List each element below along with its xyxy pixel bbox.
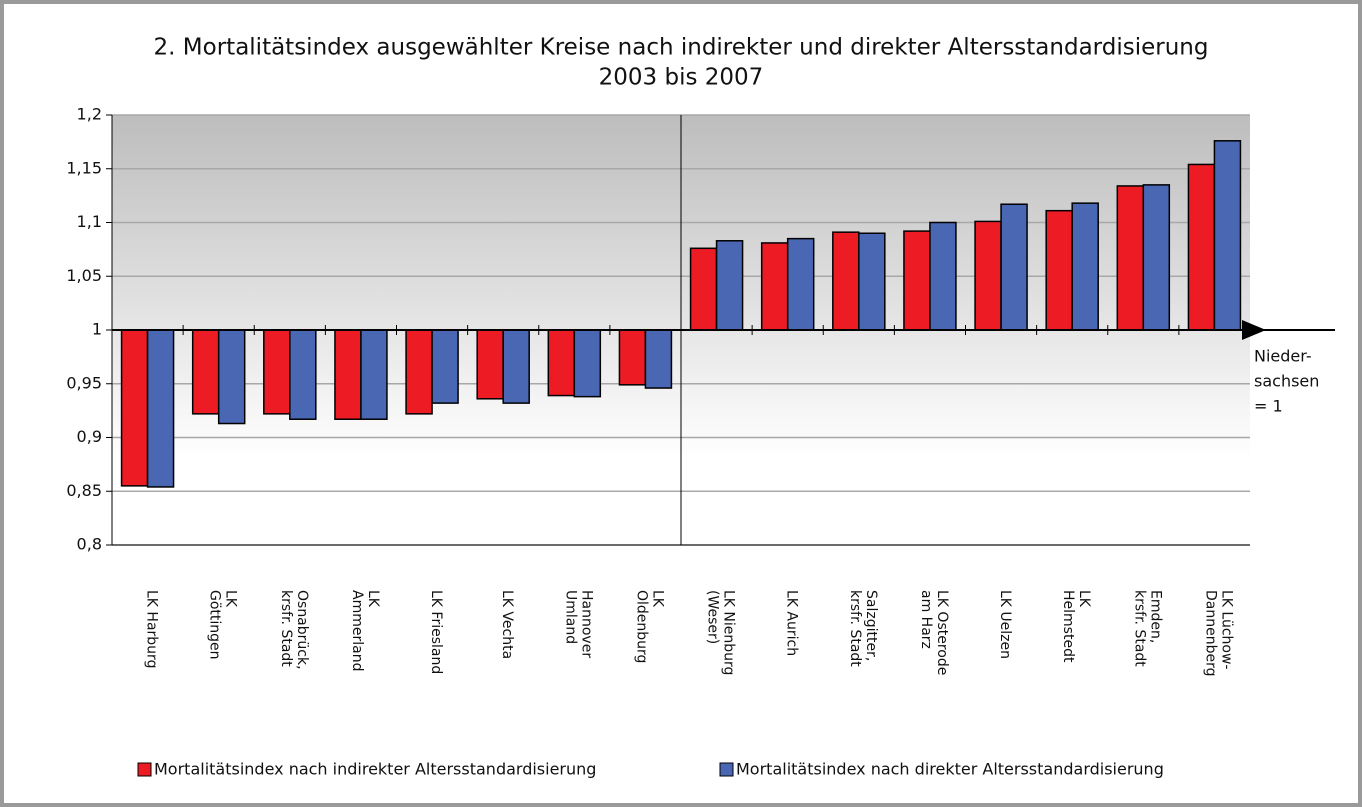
bar	[832, 231, 860, 331]
bar	[903, 230, 931, 331]
x-tick-label-line: Dannenberg	[1202, 590, 1218, 677]
x-tick-label: LK Osterodeam Harz	[918, 590, 950, 675]
bar	[1116, 185, 1145, 331]
x-tick-label-line: LK Osterode	[934, 590, 950, 675]
x-tick-label-line: LK Lüchow-	[1218, 590, 1234, 670]
y-tick-label: 1,1	[77, 212, 102, 231]
x-tick-label: Osnabrück,krsfr. Stadt	[278, 590, 310, 670]
bar	[644, 329, 673, 389]
chart-title: 2003 bis 2007	[599, 65, 764, 91]
bar	[360, 329, 388, 420]
x-tick-label: LKGöttingen	[207, 590, 239, 660]
bar	[1045, 209, 1073, 331]
annotation: Nieder-	[1254, 347, 1312, 366]
x-tick-label-line: LK Friesland	[428, 590, 444, 674]
x-tick-label-line: LK	[649, 590, 665, 608]
x-tick-label-line: LK Uelzen	[997, 590, 1013, 659]
x-tick-label-line: krsfr. Stadt	[278, 590, 294, 667]
y-tick-label: 1	[92, 320, 102, 339]
annotation: sachsen	[1254, 372, 1319, 391]
x-tick-label-line: (Weser)	[705, 590, 721, 644]
bar	[263, 329, 291, 415]
bar	[760, 242, 789, 331]
x-tick-label-line: Helmstedt	[1060, 590, 1076, 663]
bar	[618, 329, 647, 386]
x-tick-label: LKOldenburg	[633, 590, 665, 663]
bar	[715, 240, 744, 331]
x-tick-label-line: LK Harburg	[144, 590, 160, 668]
x-tick-label: LK Lüchow-Dannenberg	[1202, 590, 1234, 677]
bar	[786, 237, 815, 331]
x-tick-label-line: LK Aurich	[784, 590, 800, 656]
x-tick-label-line: Ammerland	[349, 590, 365, 671]
y-tick-label: 0,8	[77, 535, 102, 554]
x-tick-label: LKHelmstedt	[1060, 590, 1092, 663]
bar	[217, 329, 246, 425]
bar	[146, 329, 175, 488]
x-tick-label-line: LK	[223, 590, 239, 608]
bar	[476, 329, 504, 400]
bar	[1000, 203, 1028, 331]
legend-swatch	[137, 762, 152, 777]
annotation: = 1	[1254, 397, 1283, 416]
bar	[974, 220, 1002, 331]
bar	[191, 329, 220, 415]
y-tick-label: 0,85	[66, 481, 102, 500]
bar	[1071, 202, 1099, 331]
x-tick-label: Emden,krsfr. Stadt	[1131, 590, 1163, 667]
x-tick-label: HannoverUmland	[562, 590, 594, 658]
x-tick-label-line: krsfr. Stadt	[847, 590, 863, 667]
x-tick-label: LK Harburg	[144, 590, 160, 668]
x-tick-label-line: Emden,	[1147, 590, 1163, 643]
x-tick-label: Salzgitter,krsfr. Stadt	[847, 590, 879, 667]
y-tick-label: 1,05	[66, 266, 102, 285]
y-tick-label: 0,9	[77, 427, 102, 446]
x-tick-label-line: LK	[365, 590, 381, 608]
x-tick-label-line: krsfr. Stadt	[1131, 590, 1147, 667]
bar	[120, 329, 149, 487]
x-tick-label: LK Aurich	[784, 590, 800, 656]
x-tick-label-line: LK Nienburg	[721, 590, 737, 675]
legend-label: Mortalitätsindex nach indirekter Alterss…	[154, 760, 596, 779]
bar	[289, 329, 317, 420]
legend-label: Mortalitätsindex nach direkter Alterssta…	[736, 760, 1164, 779]
bar	[573, 329, 602, 398]
x-tick-label-line: LK Vechta	[499, 590, 515, 659]
bar	[1187, 163, 1216, 331]
bar	[689, 247, 718, 331]
bar	[1142, 184, 1171, 331]
chart-title: 2. Mortalitätsindex ausgewählter Kreise …	[154, 35, 1209, 61]
y-tick-label: 1,15	[66, 158, 102, 177]
x-tick-label-line: LK	[1076, 590, 1092, 608]
bar	[334, 329, 362, 420]
bar	[502, 329, 530, 404]
x-tick-label-line: Osnabrück,	[294, 590, 310, 670]
bar	[405, 329, 433, 415]
x-tick-label: LK Uelzen	[997, 590, 1013, 659]
bar	[858, 232, 886, 331]
x-tick-label-line: Oldenburg	[633, 590, 649, 663]
bar	[1213, 140, 1242, 331]
bar	[929, 221, 957, 331]
bar	[547, 329, 576, 397]
x-tick-label: LK Friesland	[428, 590, 444, 674]
legend-swatch	[719, 762, 734, 777]
x-tick-label: LK Vechta	[499, 590, 515, 659]
x-tick-label: LKAmmerland	[349, 590, 381, 671]
x-tick-label-line: Göttingen	[207, 590, 223, 660]
x-tick-label-line: Hannover	[578, 590, 594, 658]
y-tick-label: 0,95	[66, 373, 102, 392]
x-tick-label-line: am Harz	[918, 590, 934, 649]
x-tick-label: LK Nienburg(Weser)	[705, 590, 737, 675]
x-tick-label-line: Salzgitter,	[863, 590, 879, 661]
y-tick-label: 1,2	[77, 105, 102, 124]
bar	[431, 329, 459, 404]
x-tick-label-line: Umland	[562, 590, 578, 644]
